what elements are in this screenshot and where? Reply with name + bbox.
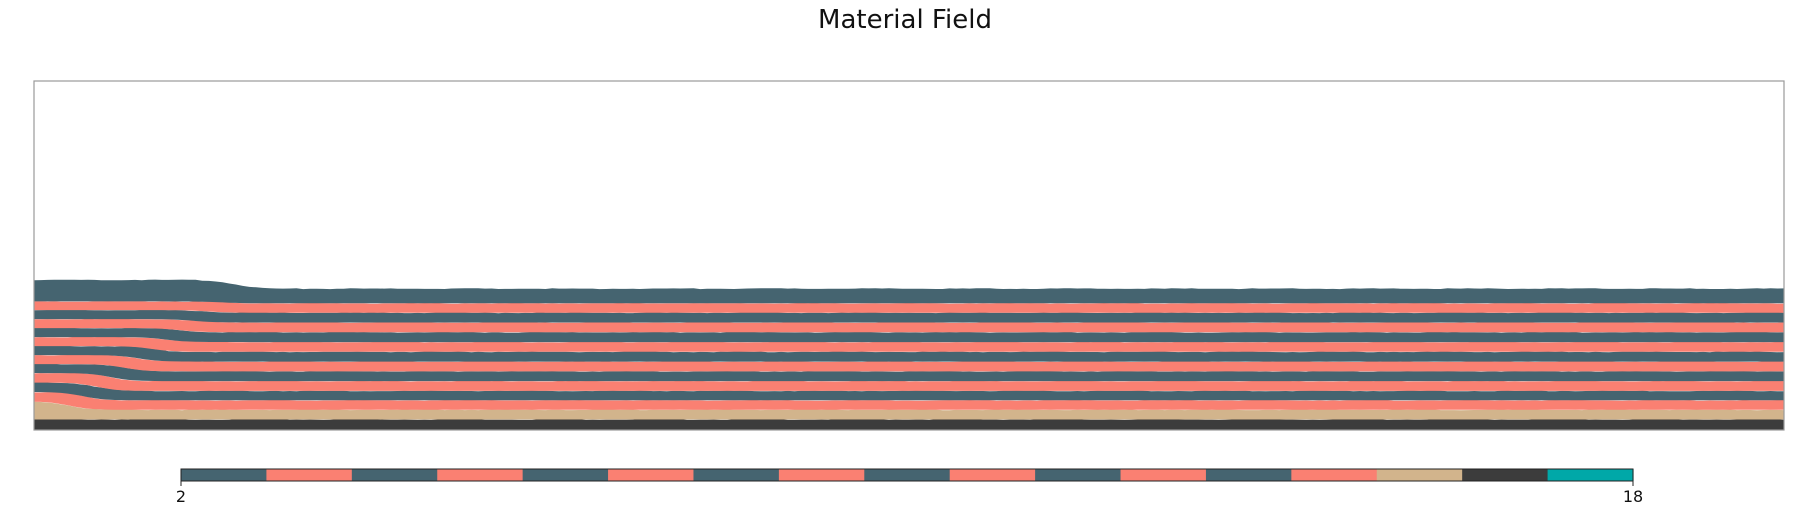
- colorbar-outline: [180, 468, 1634, 482]
- colorbar-segment-13: [1205, 469, 1292, 481]
- material-layer-16: [34, 419, 1784, 430]
- material-layer-15: [34, 401, 1784, 420]
- colorbar-segment-9: [864, 469, 951, 481]
- colorbar-segment-14: [1291, 469, 1378, 481]
- material-layer-11: [34, 363, 1784, 382]
- material-layer-5: [34, 309, 1784, 323]
- colorbar-segment-10: [949, 469, 1036, 481]
- colorbar-segment-6: [608, 469, 695, 481]
- colorbar-segment-16: [1462, 469, 1549, 481]
- material-layer-10: [34, 354, 1784, 372]
- material-layer-12: [34, 372, 1784, 391]
- colorbar-min-tick-label: 2: [176, 487, 186, 506]
- colorbar-segment-3: [351, 469, 438, 481]
- plot-frame: [33, 80, 1785, 431]
- colorbar-segment-5: [522, 469, 609, 481]
- material-layer-7: [34, 327, 1784, 343]
- colorbar-segment-4: [437, 469, 524, 481]
- material-layer-13: [34, 382, 1784, 401]
- colorbar-segment-8: [778, 469, 865, 481]
- material-layer-6: [34, 318, 1784, 333]
- material-layer-4: [34, 301, 1784, 313]
- colorbar-segment-11: [1035, 469, 1122, 481]
- chart-title: Material Field: [818, 5, 992, 35]
- colorbar-segment-17: [1547, 469, 1634, 481]
- colorbar-segment-2: [266, 469, 353, 481]
- colorbar-segment-1: [181, 469, 268, 481]
- material-layer-9: [34, 345, 1784, 362]
- colorbar: [180, 468, 1634, 486]
- colorbar-segment-15: [1376, 469, 1463, 481]
- material-layer-8: [34, 336, 1784, 352]
- colorbar-max-tick-label: 18: [1623, 487, 1643, 506]
- colorbar-segment-12: [1120, 469, 1207, 481]
- colorbar-segment-7: [693, 469, 780, 481]
- material-layer-14: [34, 392, 1784, 410]
- plot-area: [34, 279, 1784, 430]
- material-layer-3: [34, 279, 1784, 304]
